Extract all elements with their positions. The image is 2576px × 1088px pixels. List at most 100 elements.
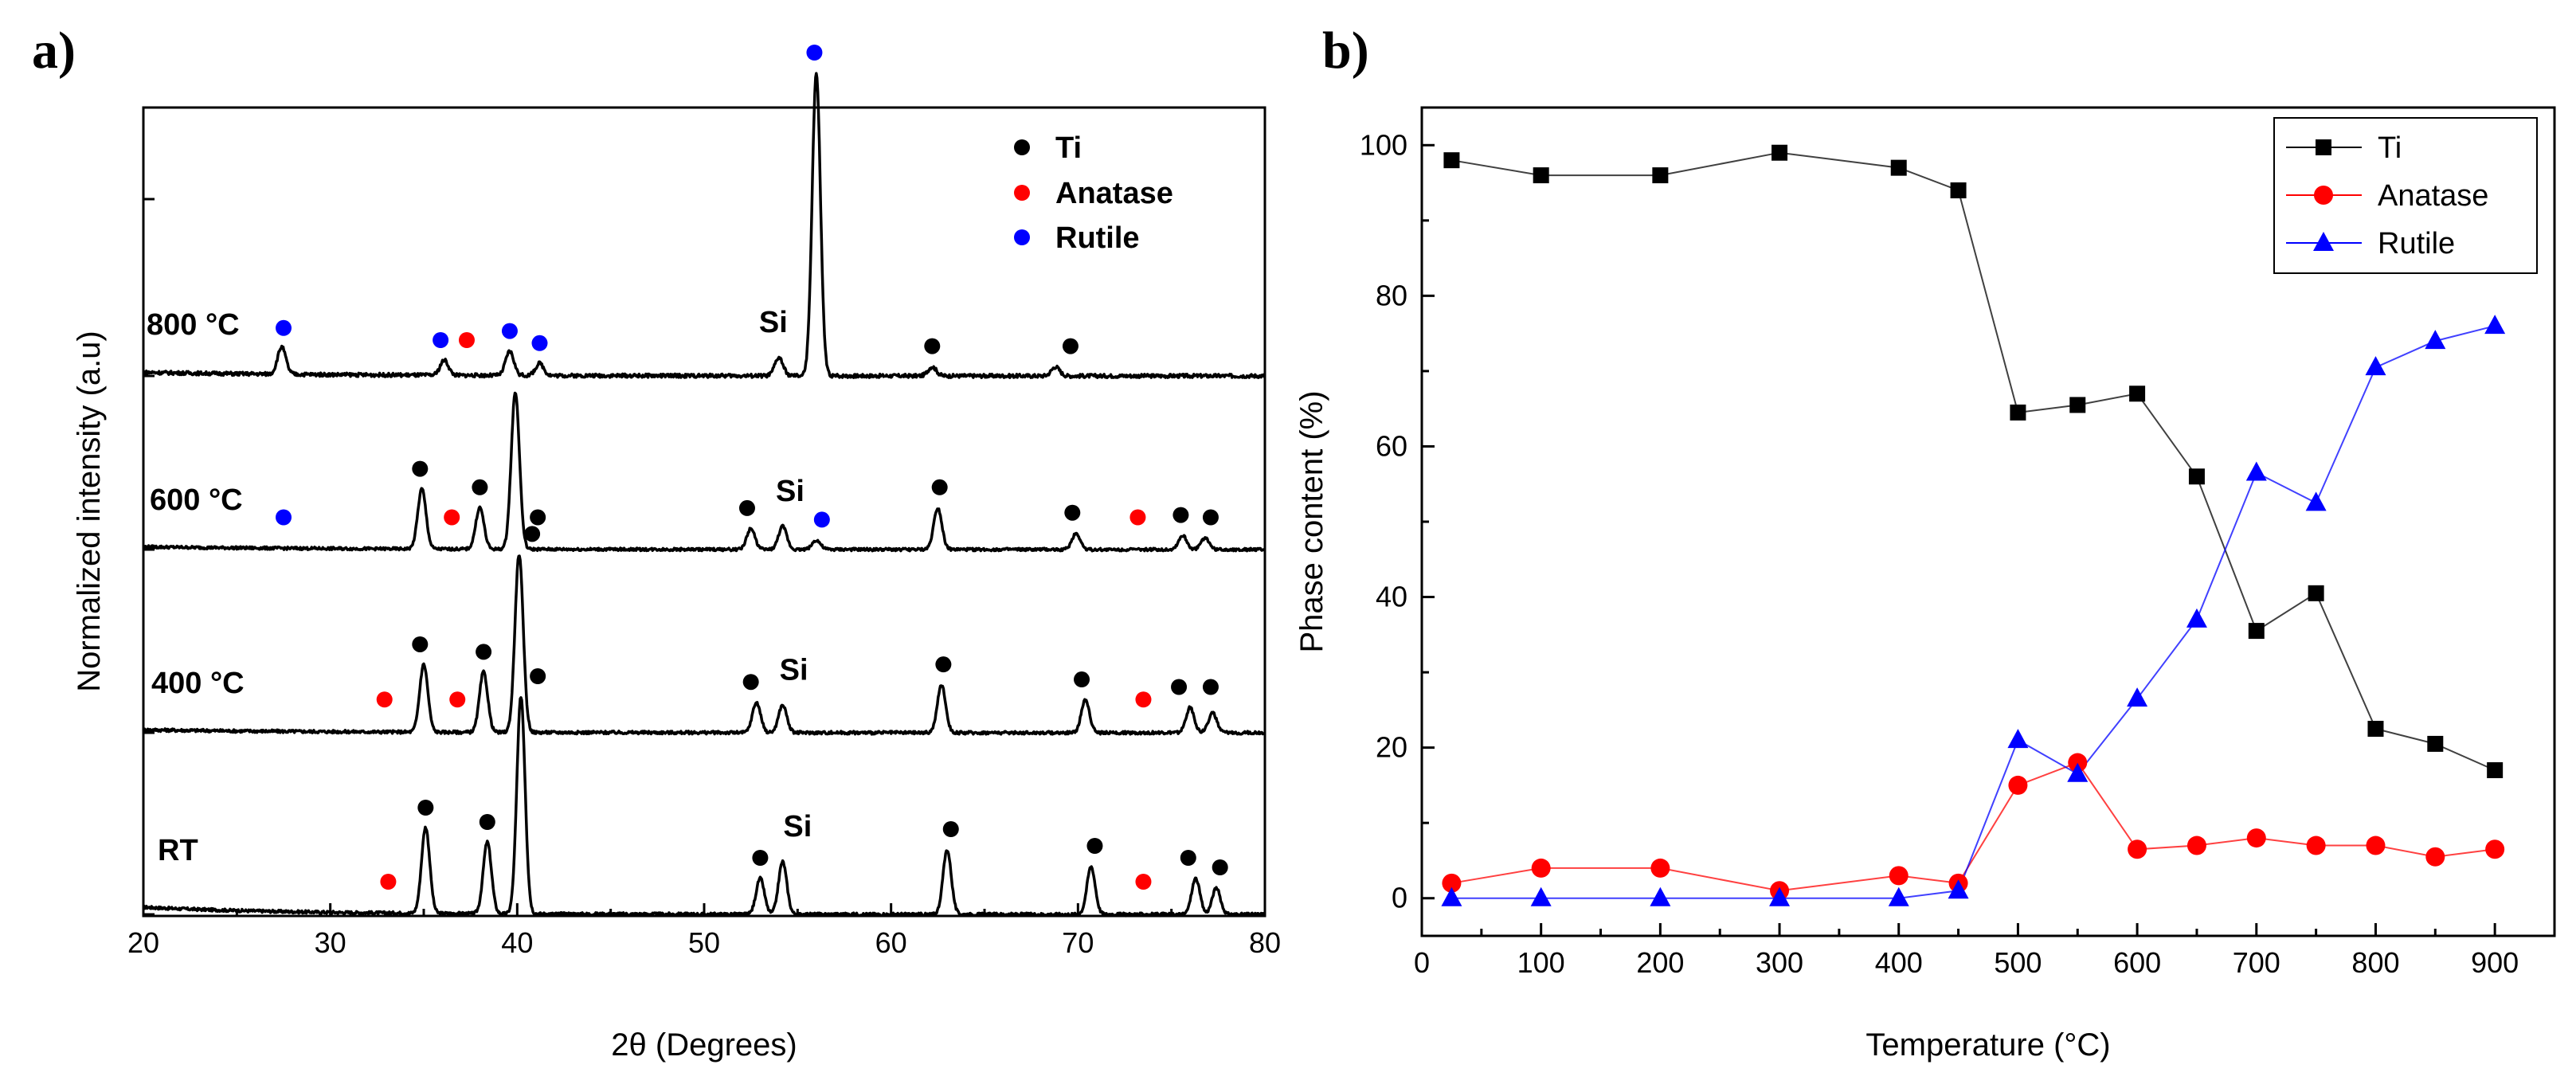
xrd-x-tick-label: 80 [1249, 926, 1281, 959]
xrd-x-axis-title: 2θ (Degrees) [611, 1027, 797, 1063]
data-point-ti [1890, 159, 1907, 176]
phase-y-tick-label: 60 [1376, 429, 1407, 462]
si-peak-label: Si [776, 475, 805, 508]
xrd-y-axis-title: Normalized intensity (a.u) [72, 331, 107, 692]
xrd-traces [142, 72, 1266, 918]
data-point-rutile [2365, 356, 2386, 376]
phase-y-tick-label: 80 [1376, 279, 1407, 311]
data-point-rutile [2305, 491, 2327, 511]
legend-rutile-label: Rutile [1055, 221, 1140, 255]
xrd-x-tick-label: 50 [688, 926, 720, 959]
si-peak-label: Si [759, 306, 788, 339]
phase-marker-anatase [1135, 691, 1152, 708]
phase-marker-ti [479, 814, 495, 830]
phase-x-axis-title: Temperature (°C) [1865, 1027, 2110, 1063]
xrd-x-tick-label: 60 [875, 926, 907, 959]
data-point-rutile [2127, 687, 2148, 707]
phase-marker-rutile [813, 511, 830, 528]
phase-marker-anatase [376, 691, 393, 708]
phase-x-tick-label: 600 [2113, 946, 2161, 979]
data-point-rutile [2007, 729, 2029, 749]
xrd-x-tick-label: 20 [127, 926, 159, 959]
phase-y-axis-title: Phase content (%) [1294, 390, 1329, 652]
data-point-anatase [2485, 839, 2505, 859]
data-point-rutile [1948, 879, 1969, 899]
phase-marker-ti [412, 636, 429, 652]
phase-marker-anatase [380, 874, 397, 890]
data-point-ti [2010, 404, 2026, 421]
phase-marker-ti [472, 479, 488, 495]
data-point-ti [1533, 167, 1549, 184]
legend-label-ti: Ti [2378, 131, 2402, 165]
phase-x-tick-label: 200 [1636, 946, 1684, 979]
legend-label-anatase: Anatase [2378, 179, 2488, 213]
xrd-x-tick-label: 40 [501, 926, 533, 959]
xrd-legend: Ti Anatase Rutile [1014, 131, 1173, 255]
phase-marker-ti [1064, 504, 1081, 521]
phase-marker-rutile [501, 323, 518, 339]
phase-marker-ti [476, 644, 492, 660]
data-point-ti [1652, 167, 1669, 184]
phase-series [1441, 144, 2506, 906]
xrd-labels: RT Si 400 °C Si 600 °C Si 800 °C Si [147, 306, 812, 867]
legend-marker-anatase [2314, 186, 2333, 205]
phase-marker-anatase [1135, 874, 1152, 890]
phase-y-tick-label: 40 [1376, 581, 1407, 613]
phase-marker-ti [1202, 679, 1219, 695]
phase-marker-ti [412, 460, 429, 477]
xrd-trace-1 [142, 554, 1266, 736]
phase-marker-ti [1062, 338, 1079, 354]
data-point-rutile [2067, 762, 2089, 782]
phase-content-chart: 0 100 200 300 400 500 600 700 800 900 0 20 40 60 80 100… [1294, 106, 2556, 1063]
data-point-rutile [1888, 886, 1909, 906]
data-point-ti [2248, 623, 2265, 640]
data-point-ti [1443, 152, 1460, 169]
data-point-rutile [1650, 886, 1671, 906]
phase-marker-rutile [531, 335, 548, 351]
data-point-ti [2069, 397, 2086, 413]
phase-x-tick-label: 500 [1994, 946, 2042, 979]
data-point-ti [2367, 721, 2384, 737]
sample-label: RT [158, 834, 198, 867]
data-point-anatase [2246, 828, 2266, 848]
phase-axes: 0 100 200 300 400 500 600 700 800 900 0 20 40 60 80 100 [1360, 128, 2519, 979]
data-point-anatase [2128, 839, 2147, 859]
phase-marker-ti [738, 499, 755, 516]
phase-marker-ti [1180, 850, 1196, 866]
phase-marker-ti [1086, 838, 1103, 854]
legend-ti-dot [1014, 139, 1030, 155]
phase-marker-ti [924, 338, 941, 354]
phase-legend: Ti Anatase Rutile [2273, 117, 2538, 274]
panel-a-label: a) [32, 22, 76, 80]
phase-marker-ti [530, 668, 546, 684]
xrd-chart: 20 30 40 50 60 70 80 RT Si 400 °C Si 600 °C Si 800 °… [72, 45, 1281, 1063]
phase-y-tick-label: 100 [1360, 128, 1407, 161]
xrd-trace-2 [142, 391, 1266, 553]
data-point-anatase [2008, 775, 2028, 795]
xrd-trace-0 [143, 696, 1266, 918]
data-point-anatase [1650, 858, 1670, 878]
phase-marker-ti [1212, 859, 1228, 875]
phase-marker-ti [752, 850, 769, 866]
sample-label: 800 °C [147, 308, 240, 342]
data-point-rutile [1441, 886, 1462, 906]
data-point-ti [2427, 735, 2444, 752]
phase-marker-rutile [433, 332, 449, 348]
xrd-y-axis [143, 198, 155, 916]
phase-x-tick-label: 300 [1756, 946, 1803, 979]
legend-rutile-dot [1014, 229, 1030, 245]
data-point-rutile [1769, 886, 1791, 906]
phase-marker-anatase [444, 509, 460, 526]
phase-x-tick-label: 0 [1414, 946, 1430, 979]
legend-label-rutile: Rutile [2378, 227, 2455, 260]
xrd-x-tick-label: 30 [315, 926, 346, 959]
phase-x-tick-label: 400 [1875, 946, 1923, 979]
phase-marker-ti [1202, 509, 1219, 526]
phase-marker-rutile [276, 509, 292, 526]
phase-marker-ti [742, 674, 759, 691]
legend-anatase-label: Anatase [1055, 177, 1173, 210]
data-point-anatase [1889, 866, 1909, 886]
legend-anatase-dot [1014, 185, 1030, 201]
phase-marker-anatase [1129, 509, 1146, 526]
